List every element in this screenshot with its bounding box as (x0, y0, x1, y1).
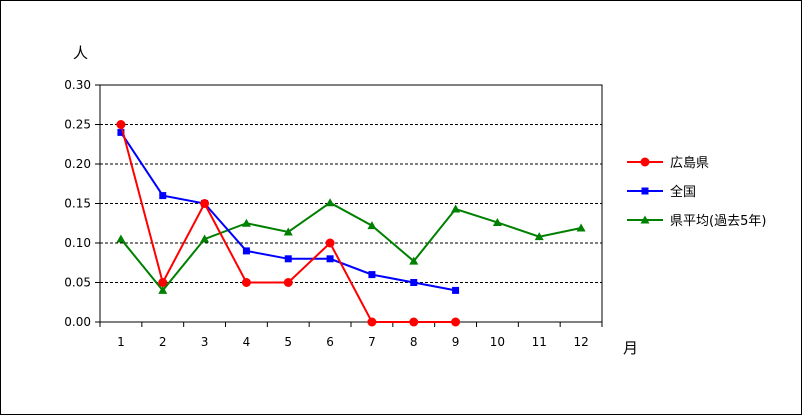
legend-label: 県平均(過去5年) (670, 214, 766, 229)
x-tick-label: 11 (532, 335, 547, 349)
y-tick-label: 0.20 (64, 157, 91, 171)
data-point (410, 279, 418, 286)
data-point (326, 255, 334, 263)
data-point (534, 232, 544, 241)
data-point (284, 255, 292, 263)
series-2 (117, 128, 460, 294)
x-tick-label: 9 (452, 335, 460, 349)
x-tick-label: 7 (368, 335, 376, 349)
data-point (117, 128, 125, 136)
data-point (409, 317, 419, 327)
y-tick-label: 0.10 (64, 236, 91, 250)
legend-item: 県平均(過去5年) (627, 214, 766, 229)
data-point (492, 217, 502, 226)
y-tick-label: 0.05 (64, 276, 91, 290)
x-tick-label: 6 (326, 335, 334, 349)
data-point (368, 271, 376, 279)
legend-item: 全国 (627, 184, 696, 200)
x-tick-label: 2 (159, 335, 167, 349)
data-point (367, 221, 377, 230)
y-tick-label: 0.15 (64, 197, 91, 211)
series-line (120, 201, 582, 292)
x-axis-unit-label: 月 (623, 339, 638, 357)
y-tick-label: 0.30 (64, 78, 91, 92)
legend-swatch-marker (640, 157, 650, 167)
data-point (452, 286, 460, 294)
legend-label: 全国 (670, 184, 696, 200)
series-1 (116, 120, 461, 327)
x-tick-label: 12 (573, 335, 588, 349)
data-point (158, 285, 168, 294)
series-lines (116, 120, 586, 327)
data-point (242, 247, 250, 255)
data-point (159, 192, 167, 200)
data-point (325, 198, 335, 207)
x-tick-label: 5 (284, 335, 292, 349)
series-3 (116, 198, 586, 294)
series-line (119, 124, 456, 323)
data-point (283, 278, 293, 287)
legend-swatch-marker (641, 187, 649, 195)
x-tick-label: 8 (410, 335, 418, 349)
legend-label: 広島県 (670, 156, 709, 171)
y-tick-label: 0.25 (64, 118, 91, 132)
axes: 0.000.050.100.150.200.250.301 2 3 4 5 6 7 8 9 10 1… (64, 78, 603, 349)
data-point (116, 234, 126, 243)
x-tick-label: 3 (201, 335, 209, 349)
data-point (325, 238, 335, 248)
data-point (200, 199, 210, 208)
y-tick-label: 0.00 (64, 315, 91, 329)
data-point (576, 223, 586, 232)
data-point (158, 278, 168, 287)
data-point (116, 120, 126, 129)
x-tick-label: 1 (117, 335, 125, 349)
data-point (451, 204, 461, 213)
legend-swatch-marker (640, 215, 650, 224)
data-point (241, 218, 251, 227)
data-point (409, 256, 419, 265)
data-point (241, 278, 251, 287)
data-point (200, 234, 210, 243)
x-tick-label: 10 (490, 335, 505, 349)
data-point (367, 317, 377, 327)
x-tick-label: 4 (243, 335, 251, 349)
y-axis-unit-label: 人 (73, 44, 88, 62)
data-point (283, 227, 293, 236)
data-point (451, 317, 461, 327)
legend-item: 広島県 (627, 156, 709, 171)
